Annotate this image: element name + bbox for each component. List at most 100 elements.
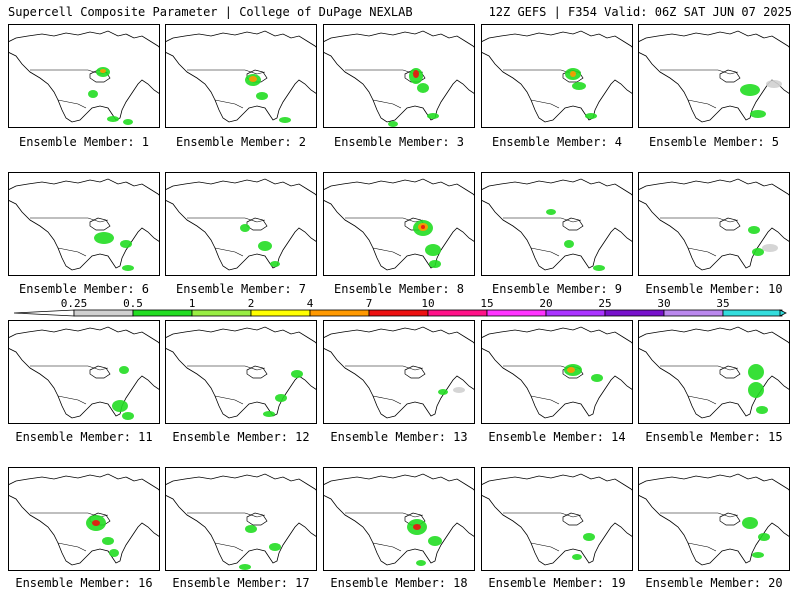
- us-mexico-border: [530, 395, 560, 405]
- coastline: [481, 473, 633, 566]
- scp-contour-area: [748, 364, 764, 380]
- coastline: [323, 326, 475, 419]
- member-map-svg: [8, 172, 160, 276]
- us-canada-border: [187, 365, 266, 371]
- colorbar-segment: [309, 309, 370, 317]
- run-valid-time: 12Z GEFS | F354 Valid: 06Z SAT JUN 07 20…: [488, 5, 792, 19]
- colorbar-tick-label: 0.25: [61, 297, 88, 310]
- scp-contour-area: [270, 261, 280, 267]
- coastline: [165, 473, 317, 566]
- scp-contour-area: [263, 411, 275, 417]
- coastline: [638, 178, 790, 271]
- us-canada-border: [660, 365, 739, 371]
- scp-contour-area: [421, 225, 425, 229]
- colorbar-segment: [604, 309, 665, 317]
- us-mexico-border: [687, 395, 717, 405]
- coastline: [8, 326, 160, 419]
- us-mexico-border: [57, 99, 87, 109]
- scp-contour-area: [567, 367, 575, 373]
- coastline: [323, 30, 475, 123]
- colorbar-tick-label: 1: [189, 297, 196, 310]
- scp-contour-area: [583, 533, 595, 541]
- ensemble-member-label: Ensemble Member: 3: [333, 135, 465, 149]
- scp-contour-area: [752, 248, 764, 256]
- scp-contour-area: [742, 517, 758, 529]
- us-mexico-border: [687, 99, 717, 109]
- ensemble-member-label: Ensemble Member: 10: [645, 282, 783, 296]
- scp-contour-area: [425, 244, 441, 256]
- member-map-svg: [8, 24, 160, 128]
- scp-contour-area: [269, 543, 281, 551]
- member-map-svg: [481, 172, 633, 276]
- colorbar-segment: [191, 309, 252, 317]
- scp-contour-area: [438, 389, 448, 395]
- scp-contour-area: [240, 224, 250, 232]
- scp-contour-area: [758, 533, 770, 541]
- us-canada-border: [345, 365, 424, 371]
- panel-frame: [323, 172, 475, 276]
- scp-contour-area: [748, 382, 764, 398]
- member-map-svg: [638, 172, 790, 276]
- scp-contour-area: [107, 116, 119, 122]
- scp-contour-area: [122, 265, 134, 271]
- member-map-svg: [638, 467, 790, 571]
- colorbar-tick-label: 0.5: [123, 297, 143, 310]
- scp-contour-area: [756, 406, 768, 414]
- panel-frame: [8, 172, 160, 276]
- ensemble-member-map: [323, 467, 475, 571]
- us-canada-border: [660, 69, 739, 75]
- us-mexico-border: [372, 247, 402, 257]
- ensemble-member-map: [481, 467, 633, 571]
- us-canada-border: [187, 217, 266, 223]
- scp-contour-area: [92, 520, 100, 526]
- member-map-svg: [638, 320, 790, 424]
- ensemble-member-label: Ensemble Member: 13: [330, 430, 468, 444]
- scp-contour-area: [572, 554, 582, 560]
- ensemble-member-label: Ensemble Member: 18: [330, 576, 468, 590]
- us-canada-border: [503, 217, 582, 223]
- ensemble-member-map: [8, 172, 160, 276]
- us-canada-border: [345, 512, 424, 518]
- member-map-svg: [323, 320, 475, 424]
- us-mexico-border: [687, 542, 717, 552]
- scp-contour-area: [256, 92, 268, 100]
- panel-frame: [165, 320, 317, 424]
- us-mexico-border: [57, 247, 87, 257]
- scp-contour-area: [585, 113, 597, 119]
- coastline: [481, 326, 633, 419]
- scp-contour-area: [748, 226, 760, 234]
- ensemble-member-label: Ensemble Member: 9: [491, 282, 623, 296]
- ensemble-member-label: Ensemble Member: 5: [648, 135, 780, 149]
- ensemble-member-map: [481, 24, 633, 128]
- colorbar-tick-label: 2: [248, 297, 255, 310]
- panel-frame: [638, 172, 790, 276]
- panel-frame: [8, 467, 160, 571]
- ensemble-member-label: Ensemble Member: 6: [18, 282, 150, 296]
- us-mexico-border: [214, 395, 244, 405]
- us-canada-border: [660, 217, 739, 223]
- ensemble-member-label: Ensemble Member: 4: [491, 135, 623, 149]
- coastline: [323, 473, 475, 566]
- ensemble-member-label: Ensemble Member: 17: [172, 576, 310, 590]
- ensemble-member-map: [481, 320, 633, 424]
- scp-contour-area: [413, 524, 421, 530]
- panel-frame: [323, 320, 475, 424]
- colorbar-tick-label: 30: [657, 297, 670, 310]
- chart-title: Supercell Composite Parameter | College …: [8, 5, 413, 19]
- member-map-svg: [323, 172, 475, 276]
- scp-contour-area: [388, 121, 398, 127]
- colorbar-tick-label: 20: [539, 297, 552, 310]
- colorbar-low-arrow: [13, 309, 75, 317]
- us-mexico-border: [687, 247, 717, 257]
- scp-contour-area: [428, 536, 442, 546]
- colorbar-segment: [486, 309, 547, 317]
- member-map-svg: [165, 24, 317, 128]
- scp-contour-area: [429, 260, 441, 268]
- scp-contour-area: [109, 549, 119, 557]
- ensemble-member-label: Ensemble Member: 19: [488, 576, 626, 590]
- member-map-svg: [165, 172, 317, 276]
- ensemble-member-map: [638, 24, 790, 128]
- ensemble-member-label: Ensemble Member: 11: [15, 430, 153, 444]
- coastline: [481, 178, 633, 271]
- scp-contour-area: [245, 525, 257, 533]
